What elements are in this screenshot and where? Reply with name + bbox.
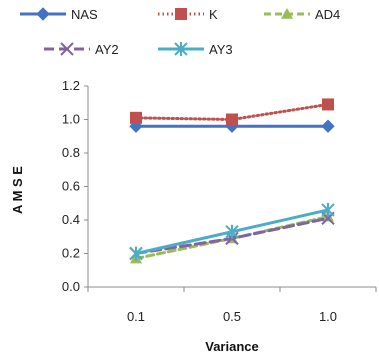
- data-point-ay3: [129, 246, 143, 261]
- data-point-k: [322, 98, 334, 111]
- legend-item-ay2: AY2: [44, 42, 119, 57]
- legend-marker-ay2: [60, 42, 74, 56]
- legend: NAS K AD4 AY2 AY3: [20, 7, 340, 57]
- legend-item-ay3: AY3: [158, 42, 233, 57]
- y-tick-label: 0.4: [62, 212, 80, 227]
- y-tick-label: 1.2: [62, 78, 80, 93]
- y-tick-label: 1.0: [62, 112, 80, 127]
- x-axis-title: Variance: [205, 339, 259, 354]
- x-tick-label: 1.0: [319, 309, 337, 324]
- y-tick-label: 0.6: [62, 179, 80, 194]
- data-point-ay3: [225, 224, 239, 239]
- legend-label-ad4: AD4: [315, 7, 340, 22]
- data-point-nas: [321, 119, 335, 133]
- series-k: [130, 98, 334, 126]
- y-tick-label: 0.2: [62, 246, 80, 261]
- legend-marker-ay3: [174, 42, 188, 56]
- legend-marker-k: [175, 8, 187, 20]
- legend-marker-nas: [36, 7, 50, 21]
- legend-marker-ad4: [281, 8, 293, 19]
- legend-label-nas: NAS: [71, 7, 98, 22]
- series-ay3: [129, 202, 335, 261]
- x-tick-label: 0.1: [127, 309, 145, 324]
- legend-label-ay2: AY2: [95, 42, 119, 57]
- legend-label-ay3: AY3: [209, 42, 233, 57]
- data-point-k: [226, 113, 238, 126]
- y-tick-label: 0.8: [62, 145, 80, 160]
- legend-label-k: K: [209, 7, 218, 22]
- x-tick-label: 0.5: [223, 309, 241, 324]
- data-point-k: [130, 111, 142, 124]
- y-axis-title: A M S E: [10, 166, 25, 214]
- legend-item-ad4: AD4: [264, 7, 340, 22]
- legend-item-k: K: [158, 7, 218, 22]
- data-point-ay3: [321, 202, 335, 217]
- legend-item-nas: NAS: [20, 7, 98, 22]
- plot-area: 0.0 0.2 0.4 0.6 0.8 1.0 1.2 0.1 0.5 1.0: [62, 78, 377, 324]
- y-tick-label: 0.0: [62, 279, 80, 294]
